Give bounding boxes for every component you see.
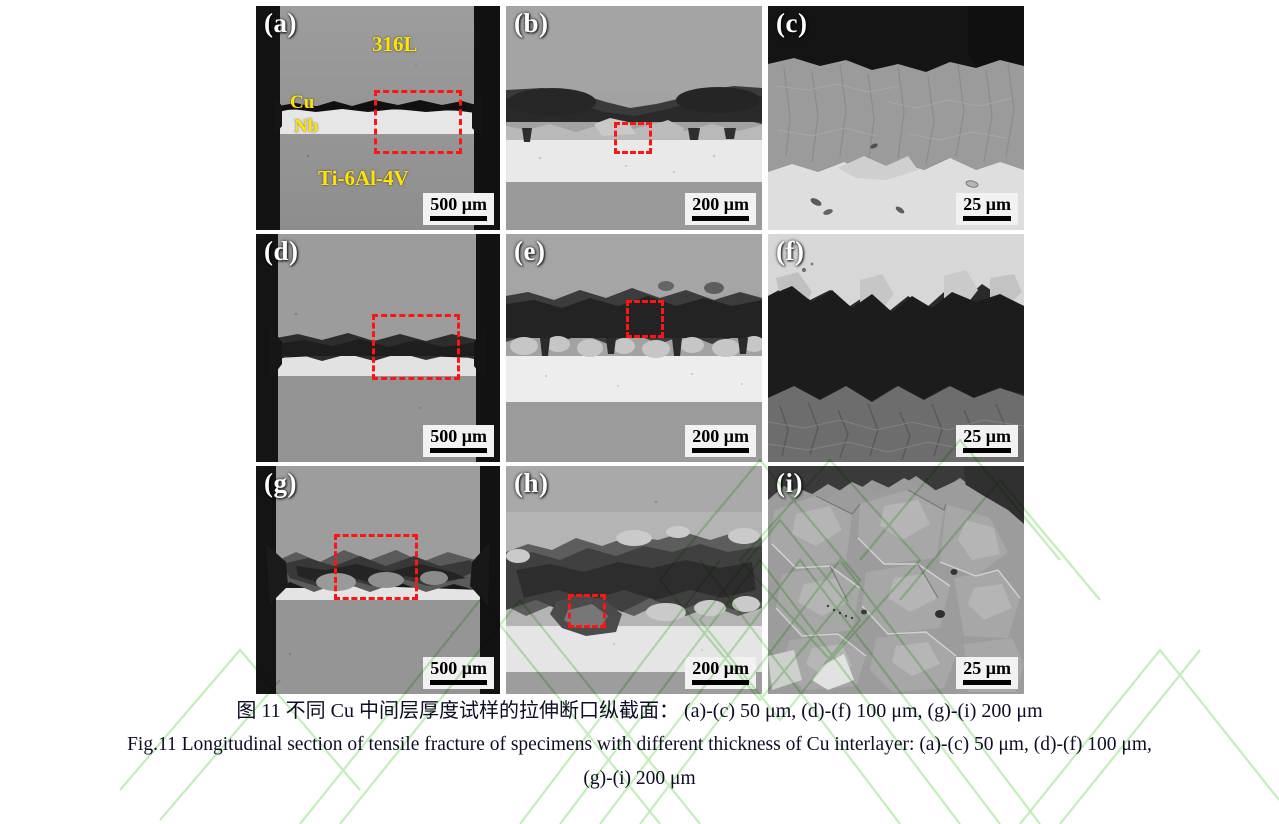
- scalebar-rule-i: [963, 680, 1011, 685]
- scalebar-label-c: 25 μm: [963, 194, 1011, 215]
- scalebar-label-d: 500 μm: [430, 426, 487, 447]
- roi-box-e: [626, 300, 664, 338]
- scalebar-e: 200 μm: [685, 425, 756, 457]
- scalebar-c: 25 μm: [956, 193, 1018, 225]
- scalebar-rule-a: [430, 216, 487, 221]
- scalebar-f: 25 μm: [956, 425, 1018, 457]
- caption-english-line-1: Fig.11 Longitudinal section of tensile f…: [127, 734, 1152, 755]
- scalebar-g: 500 μm: [423, 657, 494, 689]
- scalebar-a: 500 μm: [423, 193, 494, 225]
- micrograph-panel-c[interactable]: (c) 25 μm: [768, 6, 1024, 230]
- phase-label-cu: Cu: [290, 92, 315, 113]
- scalebar-rule-e: [692, 448, 749, 453]
- scalebar-rule-d: [430, 448, 487, 453]
- roi-box-a: [374, 90, 462, 154]
- scalebar-label-a: 500 μm: [430, 194, 487, 215]
- roi-box-d: [372, 314, 460, 380]
- micrograph-panel-f[interactable]: (f) 25 μm: [768, 234, 1024, 462]
- roi-box-h: [568, 594, 606, 628]
- micrograph-panel-d[interactable]: (d) 500 μm: [256, 234, 500, 462]
- scalebar-rule-b: [692, 216, 749, 221]
- scalebar-b: 200 μm: [685, 193, 756, 225]
- scalebar-label-i: 25 μm: [963, 658, 1011, 679]
- scalebar-label-e: 200 μm: [692, 426, 749, 447]
- micrograph-panel-h[interactable]: (h) 200 μm: [506, 466, 762, 694]
- micrograph-image-b: [506, 6, 762, 230]
- micrograph-panel-g[interactable]: (g) 500 μm: [256, 466, 500, 694]
- micrograph-panel-i[interactable]: (i) 25 μm: [768, 466, 1024, 694]
- micrograph-panel-e[interactable]: (e) 200 μm: [506, 234, 762, 462]
- scalebar-label-g: 500 μm: [430, 658, 487, 679]
- phase-label-316l: 316L: [372, 32, 418, 56]
- caption-english-line-2: (g)-(i) 200 μm: [583, 768, 696, 789]
- scalebar-rule-g: [430, 680, 487, 685]
- scalebar-rule-h: [692, 680, 749, 685]
- scalebar-h: 200 μm: [685, 657, 756, 689]
- scalebar-label-b: 200 μm: [692, 194, 749, 215]
- micrograph-panel-a[interactable]: (a) 316L Cu Nb Ti-6Al-4V 500 μm: [256, 6, 500, 230]
- caption-chinese: 图 11 不同 Cu 中间层厚度试样的拉伸断口纵截面： (a)-(c) 50 μ…: [236, 700, 1043, 722]
- micrograph-image-a: [256, 6, 500, 230]
- roi-box-g: [334, 534, 418, 600]
- scalebar-rule-f: [963, 448, 1011, 453]
- micrograph-image-e: [506, 234, 762, 462]
- scalebar-rule-c: [963, 216, 1011, 221]
- figure-caption-block: 图 11 不同 Cu 中间层厚度试样的拉伸断口纵截面： (a)-(c) 50 μ…: [0, 694, 1279, 796]
- scalebar-i: 25 μm: [956, 657, 1018, 689]
- figure-panel-grid: (a) 316L Cu Nb Ti-6Al-4V 500 μm: [256, 6, 1024, 694]
- phase-label-nb: Nb: [294, 116, 319, 137]
- scalebar-label-h: 200 μm: [692, 658, 749, 679]
- micrograph-panel-b[interactable]: (b) 200 μm: [506, 6, 762, 230]
- roi-box-b: [614, 122, 652, 154]
- micrograph-image-f: [768, 234, 1024, 462]
- scalebar-d: 500 μm: [423, 425, 494, 457]
- scalebar-label-f: 25 μm: [963, 426, 1011, 447]
- phase-label-ti6al4v: Ti-6Al-4V: [318, 166, 409, 190]
